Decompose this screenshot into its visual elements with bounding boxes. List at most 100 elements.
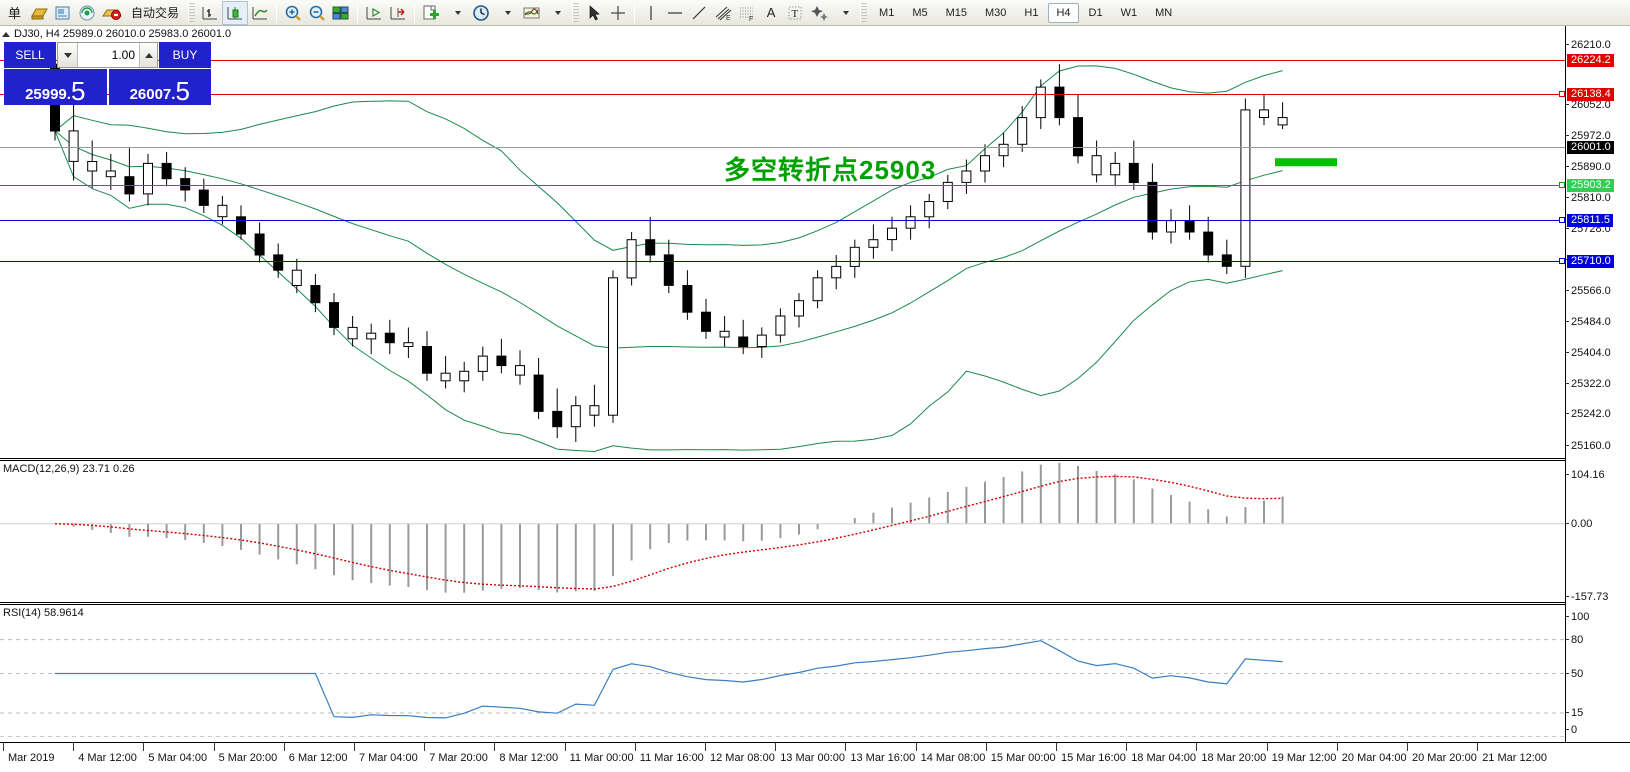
price-tag[interactable]: 26001.0 — [1567, 141, 1614, 154]
buy-button[interactable]: BUY — [159, 42, 211, 68]
orders-icon[interactable]: 单 — [8, 6, 22, 21]
trade-panel-prices: 25999 . 5 26007 . 5 — [4, 69, 211, 105]
price-axis-tick: 25566.0 — [1566, 285, 1611, 297]
trendline-icon[interactable] — [687, 1, 711, 25]
autotrade-label[interactable]: 自动交易 — [125, 1, 185, 25]
zoom-out-icon[interactable] — [305, 1, 329, 25]
text-label-icon[interactable]: T — [783, 1, 807, 25]
volume-increase-icon[interactable] — [139, 43, 157, 67]
fibonacci-icon[interactable]: F — [735, 1, 759, 25]
price-axis-tick: 25890.0 — [1566, 161, 1611, 173]
volume-stepper[interactable]: 1.00 — [57, 42, 158, 68]
symbol-info-text: DJ30, H4 25989.0 26010.0 25983.0 26001.0 — [14, 28, 232, 40]
volume-dropdown-icon[interactable] — [58, 43, 78, 67]
timeframe-h1[interactable]: H1 — [1024, 6, 1039, 19]
price-tag[interactable]: 25903.2 — [1567, 179, 1614, 192]
macd-pane-top-border2 — [0, 460, 1630, 461]
price-axis-tick: 26210.0 — [1566, 39, 1611, 51]
price-tag[interactable]: 25811.5 — [1567, 214, 1613, 227]
chart-annotation-text: 多空转折点25903 — [724, 155, 937, 185]
price-axis[interactable]: 26210.0 26052.0 25972.0 25890.0 25810.0 25728… — [1565, 26, 1630, 772]
news-icon[interactable] — [51, 1, 75, 25]
price-axis-tick: 25322.0 — [1566, 378, 1611, 390]
buy-price[interactable]: 26007 . 5 — [108, 69, 211, 105]
autotrade-text: 自动交易 — [131, 6, 180, 20]
text-icon[interactable]: A — [766, 5, 776, 20]
timeframe-m5[interactable]: M5 — [912, 6, 928, 19]
timeframe-m30[interactable]: M30 — [985, 6, 1007, 19]
cursor-icon[interactable] — [582, 1, 606, 25]
shapes-icon[interactable] — [807, 1, 833, 25]
timeframe-d1[interactable]: D1 — [1088, 6, 1103, 19]
candlestick-chart-icon[interactable] — [222, 0, 249, 25]
price-axis-tick: 25404.0 — [1566, 347, 1611, 359]
sell-button[interactable]: SELL — [4, 42, 56, 68]
time-axis-label: 20 Mar 04:00 — [1336, 743, 1407, 764]
time-axis[interactable]: Mar 2019 4 Mar 12:00 5 Mar 04:00 5 Mar 20:0… — [0, 742, 1630, 772]
period-clock-icon[interactable] — [469, 1, 495, 25]
macd-title: MACD(12,26,9) 23.71 0.26 — [3, 463, 135, 475]
rsi-pane-top-border — [0, 602, 1630, 603]
time-axis-label: 21 Mar 12:00 — [1477, 743, 1548, 764]
macd-pane[interactable] — [0, 461, 1565, 606]
macd-axis-tick: 0.00 — [1566, 518, 1592, 530]
toolbar-divider-3 — [414, 2, 416, 23]
timeframe-m1[interactable]: M1 — [879, 6, 895, 19]
toolbar-separator — [188, 2, 196, 23]
price-tag[interactable]: 25710.0 — [1567, 255, 1614, 268]
vertical-line-icon[interactable] — [639, 1, 663, 25]
autotrade-icon[interactable] — [99, 1, 125, 25]
zoom-in-icon[interactable] — [281, 1, 305, 25]
line-chart-icon[interactable] — [248, 1, 272, 25]
svg-text:F: F — [749, 16, 753, 22]
rsi-pane-top-border2 — [0, 604, 1630, 605]
price-tag[interactable]: 26138.4 — [1567, 88, 1614, 101]
tile-windows-icon[interactable] — [329, 1, 353, 25]
one-click-trade-panel[interactable]: SELL 1.00 BUY 25999 . 5 26007 . 5 — [4, 42, 211, 105]
chart-shift-icon[interactable] — [362, 1, 386, 25]
shapes-dropdown[interactable] — [833, 1, 857, 25]
price-tag[interactable]: 26224.2 — [1567, 54, 1614, 67]
horizontal-line-icon[interactable] — [663, 1, 687, 25]
timeframe-m15[interactable]: M15 — [945, 6, 967, 19]
signal-icon[interactable] — [75, 1, 99, 25]
new-chart-icon[interactable] — [419, 1, 445, 25]
time-axis-label: 7 Mar 20:00 — [424, 743, 488, 764]
templates-dropdown[interactable] — [545, 1, 569, 25]
bar-chart-icon[interactable] — [198, 1, 222, 25]
time-axis-label: 5 Mar 20:00 — [213, 743, 278, 764]
price-axis-tick: 25810.0 — [1566, 192, 1611, 204]
time-axis-label: 5 Mar 04:00 — [143, 743, 208, 764]
chart-container[interactable]: DJ30, H4 25989.0 26010.0 25983.0 26001.0… — [0, 26, 1630, 772]
symbol-info-bar: DJ30, H4 25989.0 26010.0 25983.0 26001.0 — [2, 28, 231, 40]
toolbar-divider-2 — [357, 2, 359, 23]
rsi-axis-tick: 15 — [1566, 707, 1583, 719]
equidistant-channel-icon[interactable]: E — [711, 1, 735, 25]
time-axis-label: 14 Mar 08:00 — [915, 743, 986, 764]
rsi-axis-tick: 100 — [1566, 611, 1589, 623]
gold-bar-icon[interactable] — [27, 1, 51, 25]
svg-text:T: T — [792, 8, 799, 20]
new-chart-dropdown[interactable] — [445, 1, 469, 25]
period-dropdown[interactable] — [495, 1, 519, 25]
price-axis-tick: 25484.0 — [1566, 316, 1611, 328]
collapse-triangle-icon[interactable] — [2, 31, 10, 37]
toolbar-divider-4 — [634, 2, 636, 23]
price-pane[interactable] — [0, 26, 1565, 461]
templates-icon[interactable] — [519, 1, 545, 25]
volume-input[interactable]: 1.00 — [78, 43, 139, 67]
rsi-pane[interactable] — [0, 605, 1565, 742]
toolbar-divider — [276, 2, 278, 23]
auto-scroll-icon[interactable] — [386, 1, 410, 25]
timeframe-w1[interactable]: W1 — [1120, 6, 1138, 19]
crosshair-icon[interactable] — [606, 1, 630, 25]
time-axis-label: 11 Mar 00:00 — [564, 743, 634, 764]
sell-price[interactable]: 25999 . 5 — [4, 69, 107, 105]
timeframe-mn[interactable]: MN — [1155, 6, 1173, 19]
time-axis-label: 13 Mar 00:00 — [775, 743, 846, 764]
timeframe-h4[interactable]: H4 — [1048, 2, 1079, 23]
time-axis-label: 6 Mar 12:00 — [283, 743, 348, 764]
rsi-axis-tick: 50 — [1566, 668, 1583, 680]
rsi-title: RSI(14) 58.9614 — [3, 607, 84, 619]
trade-panel-controls: SELL 1.00 BUY — [4, 42, 211, 68]
